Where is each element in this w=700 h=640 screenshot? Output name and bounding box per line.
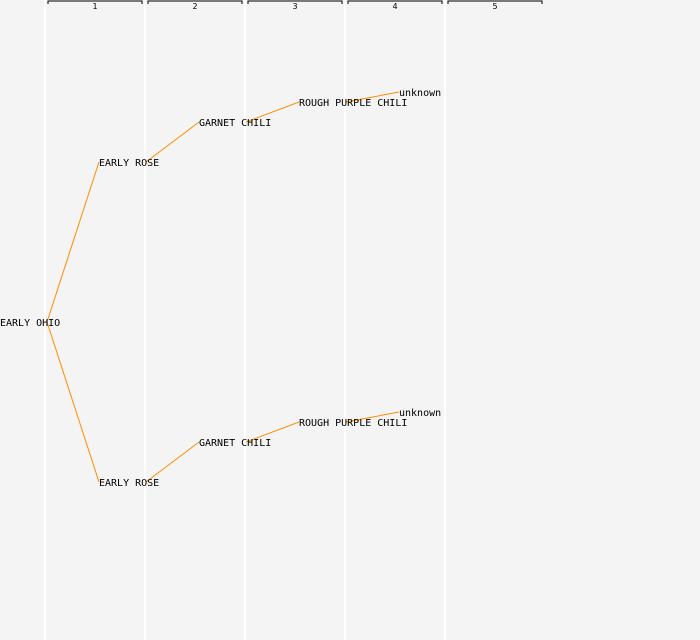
pedigree-edge xyxy=(245,101,300,123)
generation-header: 1 2 3 4 5 xyxy=(47,0,543,11)
tree-edges xyxy=(46,91,400,483)
generation-number: 5 xyxy=(492,2,497,11)
pedigree-edge xyxy=(145,441,200,483)
generation-bracket xyxy=(247,0,343,4)
generation-number: 4 xyxy=(392,2,397,11)
generation-bracket xyxy=(447,0,543,4)
pedigree-node-label: unknown xyxy=(399,88,441,99)
pedigree-edge xyxy=(345,411,400,423)
tree-nodes: EARLY OHIO EARLY ROSE GARNET CHILI ROUGH PU… xyxy=(0,88,441,489)
pedigree-edge xyxy=(345,91,400,103)
generation-bracket xyxy=(147,0,243,4)
generation-number: 1 xyxy=(92,2,97,11)
pedigree-node-label: EARLY ROSE xyxy=(99,478,159,489)
generation-separators xyxy=(44,0,446,640)
generation-number: 2 xyxy=(192,2,197,11)
pedigree-node-label: ROUGH PURPLE CHILI xyxy=(299,98,407,109)
pedigree-node-label: EARLY ROSE xyxy=(99,158,159,169)
pedigree-edge xyxy=(145,121,200,163)
generation-bracket xyxy=(347,0,443,4)
pedigree-edge xyxy=(46,321,100,483)
generation-bracket xyxy=(47,0,143,4)
pedigree-node-label: EARLY OHIO xyxy=(0,318,60,329)
generation-number: 3 xyxy=(292,2,297,11)
pedigree-edge xyxy=(245,421,300,443)
pedigree-node-label: GARNET CHILI xyxy=(199,118,271,129)
pedigree-edge xyxy=(46,161,100,323)
pedigree-node-label: GARNET CHILI xyxy=(199,438,271,449)
pedigree-node-label: unknown xyxy=(399,408,441,419)
pedigree-node-label: ROUGH PURPLE CHILI xyxy=(299,418,407,429)
